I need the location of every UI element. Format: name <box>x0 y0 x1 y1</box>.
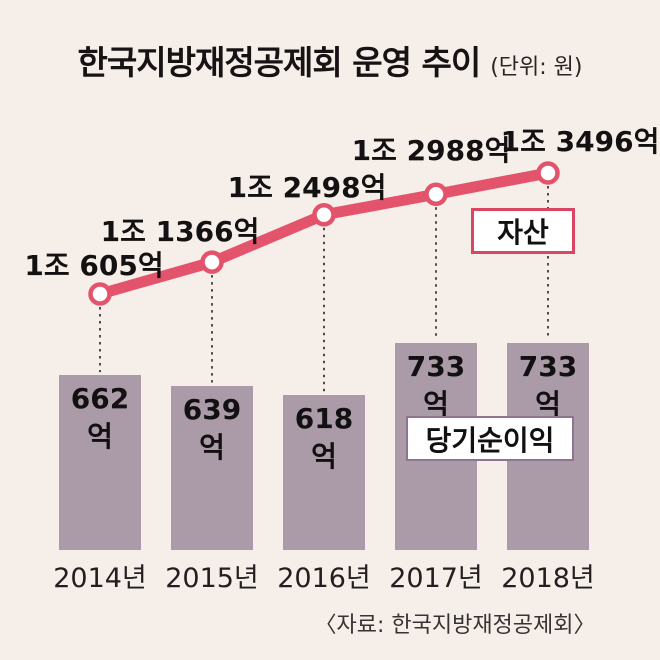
bar-2014년: 662억 <box>59 375 141 550</box>
bar-value-label: 733억 <box>406 350 466 421</box>
line-value-label: 1조 2988억 <box>351 134 511 167</box>
assets-legend-badge: 자산 <box>471 208 575 254</box>
source-credit: 〈자료: 한국지방재정공제회〉 <box>314 613 596 638</box>
data-point-marker <box>200 250 224 274</box>
x-axis-label: 2015년 <box>165 563 259 594</box>
data-point-marker <box>424 182 448 207</box>
chart-title-text: 한국지방재정공제회 운영 추이 <box>77 43 482 82</box>
line-value-label: 1조 2498억 <box>227 171 387 204</box>
data-point-marker <box>88 282 112 306</box>
bar-value-label: 662억 <box>70 382 130 454</box>
bar-value-label: 733억 <box>518 350 578 421</box>
data-point-marker <box>536 161 560 185</box>
line-value-label: 1조 3496억 <box>500 125 660 158</box>
data-point-marker <box>312 203 336 227</box>
chart-title: 한국지방재정공제회 운영 추이 (단위: 원) <box>0 36 660 84</box>
bar-value-label: 618억 <box>294 402 354 473</box>
bar-2015년: 639억 <box>171 385 253 550</box>
chart-unit-text: (단위: 원) <box>490 55 583 80</box>
bar-2016년: 618억 <box>283 395 365 550</box>
bar-value-label: 639억 <box>182 392 242 464</box>
net-income-legend-badge: 당기순이익 <box>406 416 574 461</box>
line-value-label: 1조 1366억 <box>100 215 260 248</box>
x-axis-label: 2017년 <box>389 563 483 594</box>
x-axis-label: 2016년 <box>277 563 371 594</box>
x-axis-label: 2014년 <box>53 563 147 594</box>
x-axis-label: 2018년 <box>501 563 595 594</box>
line-value-label: 1조 605억 <box>24 249 164 282</box>
